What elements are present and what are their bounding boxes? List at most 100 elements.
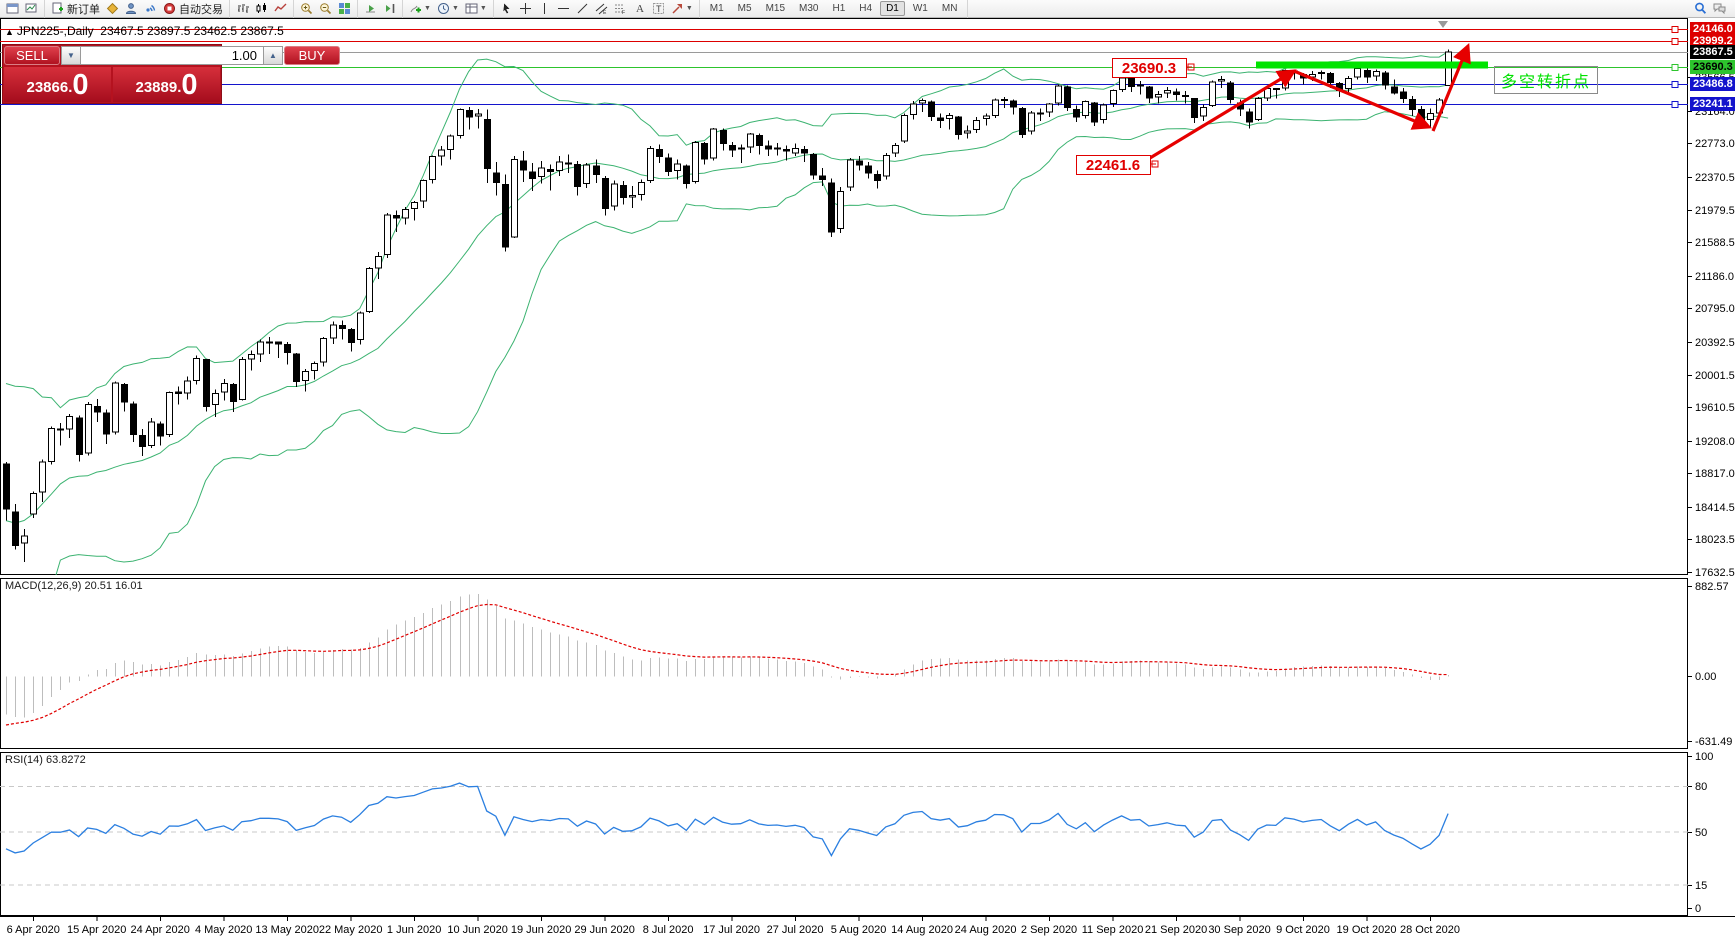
- community-icon[interactable]: [122, 1, 141, 17]
- timeframe-h4-button[interactable]: H4: [859, 3, 873, 14]
- timeframe-m15-button[interactable]: M15: [765, 3, 786, 14]
- cursor-icon[interactable]: [497, 1, 516, 17]
- chat-icon[interactable]: [1710, 1, 1729, 17]
- svg-text:T: T: [656, 4, 662, 14]
- date-axis-label: 1 Jun 2020: [387, 924, 441, 936]
- timeframe-h1-button[interactable]: H1: [832, 3, 846, 14]
- autotrading-button[interactable]: 自动交易: [160, 1, 226, 17]
- date-axis-label: 27 Jul 2020: [767, 924, 824, 936]
- text-icon[interactable]: A: [630, 1, 649, 17]
- buy-price-display[interactable]: 23889. 0: [113, 67, 220, 102]
- svg-text:100: 100: [1695, 751, 1713, 763]
- one-click-trading-panel: SELL ▼ ▲ BUY 23866.0 23889.0: [2, 44, 340, 104]
- date-axis-label: 8 Jul 2020: [643, 924, 694, 936]
- date-axis-label: 13 May 2020: [255, 924, 319, 936]
- svg-text:19610.5: 19610.5: [1695, 402, 1735, 414]
- date-axis-label: 22 May 2020: [319, 924, 383, 936]
- sell-price-main: 23866.: [26, 79, 73, 96]
- timeframe-d1-button[interactable]: D1: [880, 1, 905, 16]
- svg-text:19208.0: 19208.0: [1695, 436, 1735, 448]
- chart-ohlc-readout: 23467.5 23897.5 23462.5 23867.5: [100, 24, 284, 38]
- date-axis-label: 5 Aug 2020: [831, 924, 887, 936]
- sell-price-display[interactable]: 23866. 0: [4, 67, 111, 102]
- profiles-icon[interactable]: [22, 1, 41, 17]
- bull-bear-turning-point-note: 多空转折点: [1494, 66, 1599, 94]
- periods-icon[interactable]: ▼: [434, 1, 462, 17]
- axis-price-label: 23690.3: [1690, 60, 1735, 74]
- svg-text:18817.0: 18817.0: [1695, 468, 1735, 480]
- tile-windows-icon[interactable]: [335, 1, 354, 17]
- svg-text:22461.6: 22461.6: [1086, 157, 1140, 174]
- svg-text:A: A: [636, 3, 644, 15]
- zoom-in-icon[interactable]: [297, 1, 316, 17]
- svg-text:21979.5: 21979.5: [1695, 205, 1735, 217]
- date-axis-label: 17 Jul 2020: [703, 924, 760, 936]
- trendline-icon[interactable]: [573, 1, 592, 17]
- date-axis-label: 2 Sep 2020: [1021, 924, 1077, 936]
- fibo-icon[interactable]: F: [611, 1, 630, 17]
- svg-text:20001.5: 20001.5: [1695, 370, 1735, 382]
- macd-indicator-label: MACD(12,26,9) 20.51 16.01: [5, 580, 143, 592]
- date-axis-label: 21 Sep 2020: [1145, 924, 1207, 936]
- buy-price-main: 23889.: [135, 79, 182, 96]
- date-axis-label: 24 Aug 2020: [955, 924, 1017, 936]
- price-annotation-box: 23690.3: [1112, 58, 1187, 78]
- timeframe-w1-button[interactable]: W1: [912, 3, 928, 14]
- new-chart-icon[interactable]: [3, 1, 22, 17]
- svg-text:0.00: 0.00: [1695, 671, 1716, 683]
- arrows-icon[interactable]: ▼: [668, 1, 696, 17]
- mql5-icon[interactable]: [103, 1, 122, 17]
- axis-price-label: 23867.5: [1690, 45, 1735, 59]
- bar-chart-icon[interactable]: [233, 1, 252, 17]
- timeframe-m30-button[interactable]: M30: [799, 3, 819, 14]
- timeframe-m1-button[interactable]: M1: [709, 3, 724, 14]
- crosshair-icon[interactable]: [516, 1, 535, 17]
- date-axis-label: 10 Jun 2020: [447, 924, 508, 936]
- candlestick-chart-icon[interactable]: [252, 1, 271, 17]
- auto-scroll-icon[interactable]: [361, 1, 380, 17]
- signals-icon[interactable]: [141, 1, 160, 17]
- hline-icon[interactable]: [554, 1, 573, 17]
- channel-icon[interactable]: E: [592, 1, 611, 17]
- axis-price-label: 24146.0: [1690, 22, 1735, 36]
- svg-text:15: 15: [1695, 880, 1707, 892]
- date-axis-label: 11 Sep 2020: [1082, 924, 1144, 936]
- chart-title: ▲ JPN225-,Daily 23467.5 23897.5 23462.5 2…: [5, 24, 284, 38]
- timeframe-m5-button[interactable]: M5: [737, 3, 752, 14]
- svg-text:18414.5: 18414.5: [1695, 502, 1735, 514]
- date-axis-label: 24 Apr 2020: [131, 924, 190, 936]
- svg-text:80: 80: [1695, 781, 1707, 793]
- svg-text:22773.0: 22773.0: [1695, 138, 1735, 150]
- svg-text:21588.5: 21588.5: [1695, 237, 1735, 249]
- indicators-icon[interactable]: ▼: [406, 1, 434, 17]
- buy-button[interactable]: BUY: [284, 46, 340, 65]
- svg-text:21186.0: 21186.0: [1695, 271, 1734, 283]
- date-axis-label: 6 Apr 2020: [7, 924, 60, 936]
- new-order-button[interactable]: 新订单: [48, 1, 103, 17]
- zoom-out-icon[interactable]: [316, 1, 335, 17]
- line-chart-icon[interactable]: [271, 1, 290, 17]
- volume-decrease-button[interactable]: ▼: [61, 46, 81, 65]
- svg-text:882.57: 882.57: [1695, 581, 1729, 593]
- timeframe-mn-button[interactable]: MN: [941, 3, 958, 14]
- date-axis-label: 14 Aug 2020: [891, 924, 953, 936]
- window-collapse-icon[interactable]: ▲: [5, 27, 14, 37]
- vline-icon[interactable]: [535, 1, 554, 17]
- svg-text:20795.0: 20795.0: [1695, 303, 1735, 315]
- search-icon[interactable]: [1691, 1, 1710, 17]
- sell-button[interactable]: SELL: [4, 46, 60, 65]
- svg-text:-631.49: -631.49: [1695, 736, 1732, 748]
- volume-input[interactable]: [81, 46, 263, 65]
- svg-text:23690.3: 23690.3: [1122, 60, 1176, 77]
- date-axis-label: 19 Oct 2020: [1337, 924, 1397, 936]
- templates-icon[interactable]: ▼: [462, 1, 490, 17]
- axis-price-label: 23486.8: [1690, 77, 1735, 91]
- chart-shift-icon[interactable]: [380, 1, 399, 17]
- label-icon[interactable]: T: [649, 1, 668, 17]
- volume-increase-button[interactable]: ▲: [263, 46, 283, 65]
- svg-text:50: 50: [1695, 827, 1707, 839]
- chart-symbol-period: JPN225-,Daily: [16, 24, 94, 38]
- date-axis-label: 30 Sep 2020: [1208, 924, 1270, 936]
